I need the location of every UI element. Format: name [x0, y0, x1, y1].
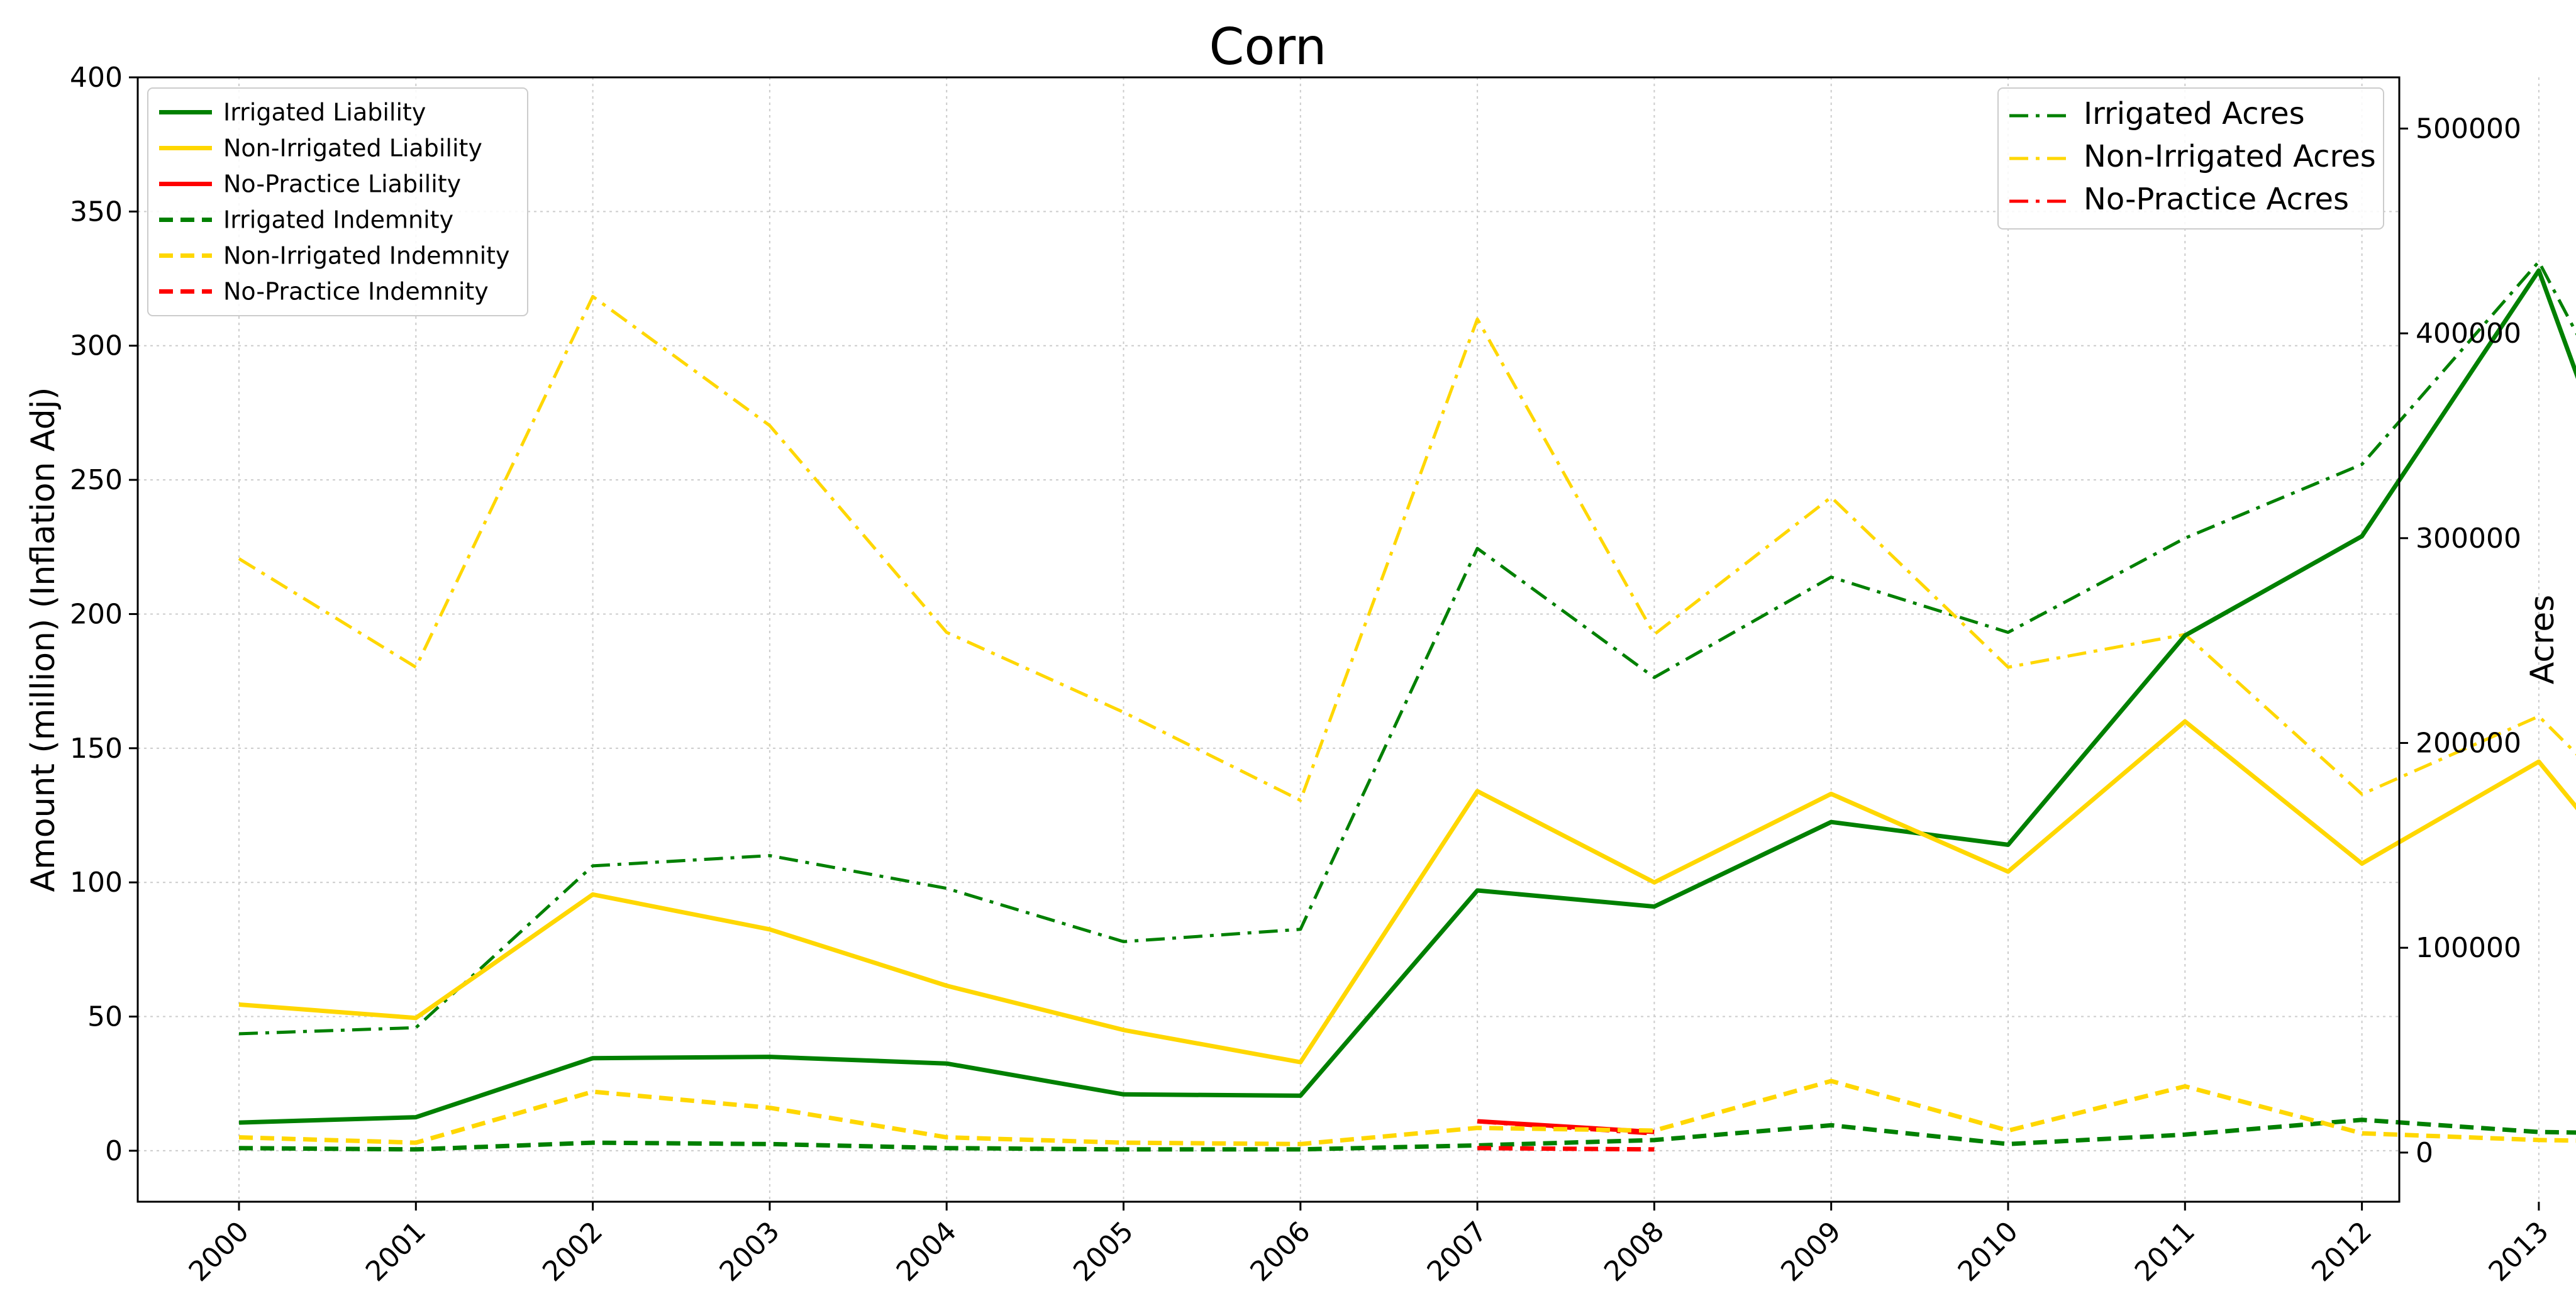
y-tick-label-left: 150	[70, 733, 123, 765]
series-non-irrigated-indemnity	[238, 1078, 2576, 1146]
x-tick-label: 2006	[1244, 1216, 1316, 1288]
y-tick-label-left: 250	[70, 464, 123, 496]
series-non-irrigated-acres	[238, 295, 2576, 802]
series-no-practice-indemnity	[1477, 1146, 1655, 1152]
grid-lines	[138, 77, 2540, 1202]
y-axis-label-left: Amount (million) (Inflation Adj)	[25, 387, 62, 892]
x-tick-label: 2008	[1598, 1216, 1670, 1288]
x-tick-label: 2005	[1067, 1216, 1140, 1288]
legend-label: Non-Irrigated Liability	[223, 135, 482, 162]
series-irrigated-liability	[238, 268, 2576, 1125]
legend-label: Non-Irrigated Indemnity	[223, 242, 510, 270]
legend-label: Non-Irrigated Acres	[2084, 139, 2376, 174]
y-tick-label-right: 0	[2416, 1137, 2433, 1169]
x-tick-label: 2012	[2306, 1216, 2378, 1288]
legend-box	[1997, 87, 2384, 230]
plot-frame	[136, 76, 2401, 1203]
legend-label: No-Practice Acres	[2084, 182, 2349, 217]
x-tick-label: 2007	[1421, 1216, 1494, 1288]
x-tick-label: 2000	[183, 1216, 255, 1288]
series-non-irrigated-liability	[238, 719, 2576, 1065]
legend-label: Irrigated Indemnity	[223, 206, 453, 234]
legend-label: No-Practice Indemnity	[223, 278, 489, 306]
y-tick-label-right: 100000	[2416, 932, 2521, 964]
x-tick-label: 2004	[891, 1216, 963, 1288]
y-tick-label-right: 500000	[2416, 113, 2521, 145]
series-irrigated-acres	[238, 260, 2576, 1036]
y-tick-label-right: 200000	[2416, 727, 2521, 759]
x-tick-label: 2001	[360, 1216, 432, 1288]
x-tick-label: 2009	[1775, 1216, 1847, 1288]
x-tick-label: 2013	[2482, 1216, 2555, 1288]
y-axis-label-right: Acres	[2524, 595, 2562, 685]
legend-label: Irrigated Acres	[2084, 96, 2305, 131]
y-tick-label-left: 100	[70, 867, 123, 899]
x-tick-label: 2010	[1952, 1216, 2024, 1288]
x-tick-label: 2003	[713, 1216, 786, 1288]
legend-box	[147, 87, 528, 316]
legend-right: Irrigated Acres Non-Irrigated Acres No-Pra…	[1997, 87, 2384, 230]
chart-title: Corn	[1209, 18, 1327, 76]
x-tick-label: 2002	[536, 1216, 609, 1288]
y-tick-label-left: 200	[70, 598, 123, 630]
y-tick-label-right: 400000	[2416, 318, 2521, 350]
series-irrigated-indemnity	[238, 1117, 2576, 1152]
y-tick-label-left: 400	[70, 62, 123, 94]
y-tick-label-left: 50	[87, 1001, 123, 1033]
y-tick-label-right: 300000	[2416, 523, 2521, 555]
x-tick-label: 2011	[2129, 1216, 2201, 1288]
series-layer	[238, 260, 2576, 1152]
legend-left: Irrigated Liability Non-Irrigated Liabili…	[147, 87, 528, 316]
legend-label: No-Practice Liability	[223, 170, 461, 198]
y-tick-label-left: 0	[105, 1135, 123, 1167]
y-tick-label-left: 350	[70, 196, 123, 228]
y-tick-label-left: 300	[70, 330, 123, 362]
legend-label: Irrigated Liability	[223, 99, 426, 126]
